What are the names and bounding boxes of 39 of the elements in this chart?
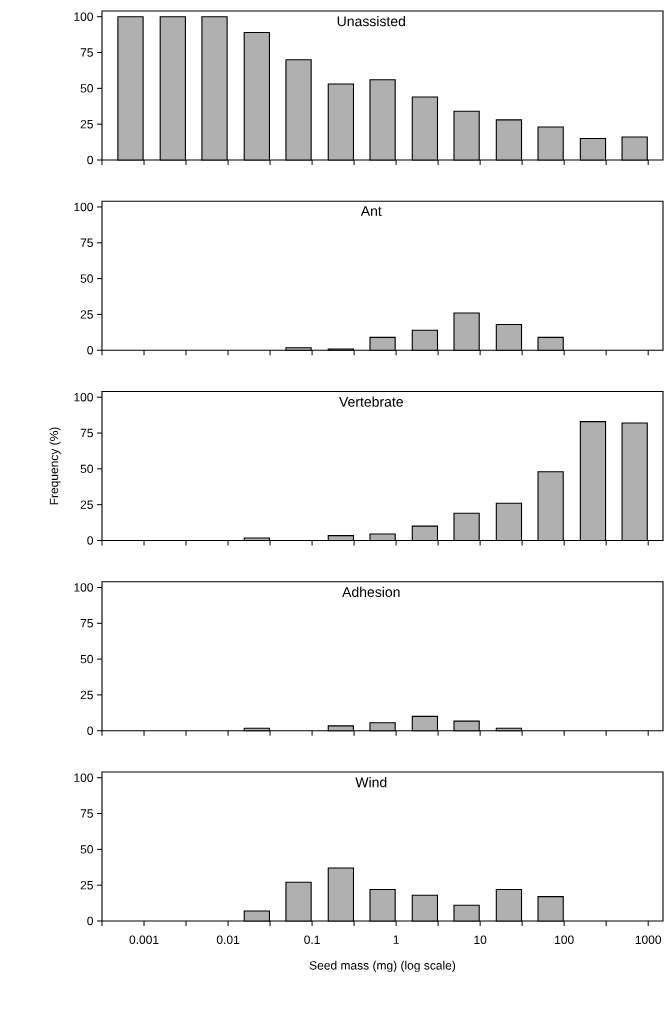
y-tick-label: 75 [80, 48, 93, 57]
y-tick-label: 25 [80, 690, 93, 700]
y-tick-label: 0 [87, 536, 94, 545]
y-tick-label: 50 [80, 654, 93, 664]
x-tick-label: 1000 [635, 935, 662, 945]
x-tick-label: 0.001 [129, 935, 159, 945]
y-tick-label: 100 [74, 392, 93, 402]
x-tick-label: 0.1 [304, 935, 320, 945]
y-tick-label: 25 [80, 310, 93, 319]
y-tick-label: 100 [74, 773, 93, 782]
y-tick-label: 25 [80, 880, 93, 890]
y-tick-label: 75 [80, 809, 93, 818]
x-axis-title: Seed mass (mg) (log scale) [309, 960, 456, 973]
chart-title: Wind [355, 776, 387, 788]
y-tick-label: 75 [80, 619, 93, 628]
x-tick-label: 10 [474, 935, 487, 945]
y-axis-title: Frequency (%) [49, 427, 61, 505]
chart-title: Adhesion [342, 586, 400, 598]
x-tick-label: 1 [393, 935, 399, 944]
x-tick-label: 0.01 [216, 935, 240, 945]
y-tick-label: 25 [80, 500, 93, 509]
chart-title: Vertebrate [339, 396, 403, 407]
y-tick-label: 0 [87, 916, 94, 926]
x-tick-label: 100 [555, 935, 574, 945]
y-tick-label: 50 [80, 274, 93, 283]
chart-title: Unassisted [337, 15, 405, 27]
y-tick-label: 0 [87, 726, 94, 735]
y-tick-label: 100 [74, 583, 93, 592]
chart-title: Ant [360, 206, 382, 216]
y-tick-label: 100 [74, 202, 93, 212]
y-tick-label: 50 [80, 845, 93, 854]
y-tick-label: 100 [74, 12, 93, 21]
y-tick-label: 50 [80, 84, 93, 93]
y-tick-label: 50 [80, 464, 93, 474]
y-tick-label: 0 [87, 345, 94, 355]
y-tick-label: 75 [80, 238, 93, 247]
y-tick-label: 75 [80, 428, 93, 438]
y-tick-label: 0 [87, 155, 94, 165]
y-tick-label: 25 [80, 119, 93, 129]
